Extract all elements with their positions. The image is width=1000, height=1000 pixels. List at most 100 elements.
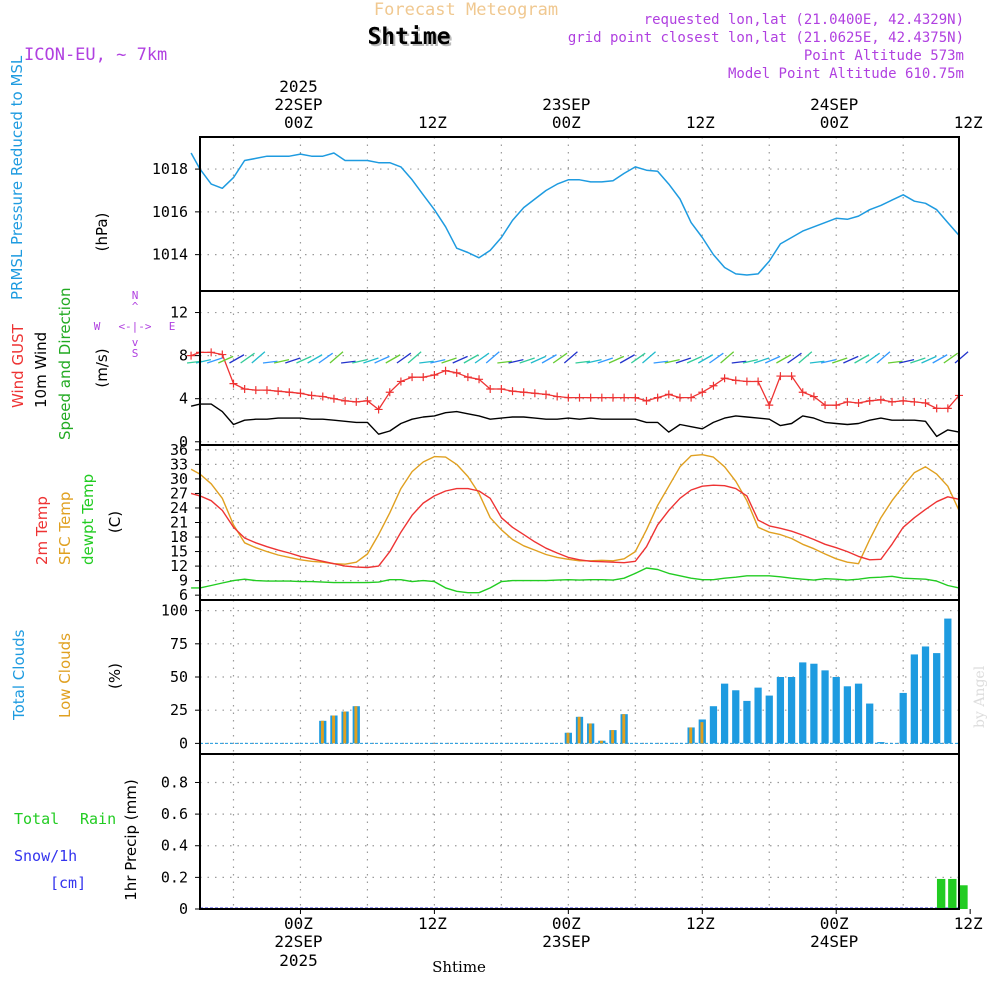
compass-e: E [169,320,176,333]
sfc-temp-line [190,454,960,565]
svg-text:v: v [132,336,139,349]
gust-marker [597,393,606,402]
top-hour-label: 12Z [954,113,983,132]
compass-icon: N S W E <-|-> ^ v [94,289,176,360]
wind-dir-arrow [608,355,625,364]
wind-dir-arrow [385,354,401,364]
wind-dir-arrow [563,351,578,364]
gust-marker [653,393,662,402]
bottom-hour-label: 00Z [284,914,313,933]
wind-dir-arrow [452,355,468,364]
panel-frame-2 [199,290,960,446]
low-cloud-bar [320,720,324,744]
gust-marker [187,351,196,360]
pressure-unit: (hPa) [93,213,111,252]
gust-marker [675,393,684,402]
wind-dir-arrow [430,359,446,364]
wind-dir-arrow [887,360,903,364]
wind-dir-arrow [485,351,500,364]
gust-marker [709,381,718,390]
gust-marker [664,390,673,399]
wind-dir-arrow [329,351,344,364]
total-cloud-bar [832,677,840,744]
ytick-label: 9 [179,572,188,590]
gust-marker [475,375,484,384]
gust-marker [207,348,216,357]
rain-bar [959,885,968,909]
gust-marker [519,388,528,397]
ytick-label: 8 [179,347,188,365]
temp-unit: (C) [106,511,124,533]
compass-n: N [132,289,139,302]
gust-marker [218,350,227,359]
panel5-labels: Total Rain Snow/1h [cm] 1hr Precip (mm) [14,779,140,900]
wind-dir-arrow [865,352,880,364]
gust-marker [620,393,629,402]
total-cloud-bar [854,683,863,744]
ytick-label: 0.8 [161,773,188,791]
total-label: Total [14,810,59,828]
wind-line [190,403,960,438]
bottom-hour-label: 00Z [820,914,849,933]
wind-dir-arrow [731,360,747,364]
compass-s: S [132,347,139,360]
wind-unit: (m/s) [93,348,111,387]
wind-dir-arrow [296,355,312,364]
axis-layer: 1014101610180481269121518212427303336025… [152,77,983,970]
bottom-hour-label: 00Z [552,914,581,933]
wind-dir-arrow [720,351,735,364]
gust-marker [787,372,796,381]
wind-dir-arrow [742,359,758,364]
low-cloud-bar [332,715,336,744]
wind-dir-arrow [910,357,926,364]
gust-marker [341,396,350,405]
total-cloud-bar [765,695,773,744]
wind-dir-arrow [530,355,546,364]
panel1-labels: PRMSL Pressure Reduced to MSL (hPa) [8,55,111,300]
ytick-label: 4 [179,390,188,408]
wind-dir-arrow [776,354,792,364]
wind-dir-arrow [218,355,234,364]
gust-marker [899,396,908,405]
ytick-label: 12 [170,557,188,575]
low-cloud-bar [588,723,592,744]
wind-dir-arrow [497,360,512,364]
ytick-label: 1014 [152,246,188,264]
top-hour-label: 00Z [820,113,849,132]
wind-dir-arrow [419,360,434,364]
svg-text:^: ^ [132,300,139,313]
gust-marker [530,389,539,398]
ytick-label: 75 [170,635,188,653]
gust-marker [542,390,551,399]
gust-marker [865,396,874,405]
wind-dir-arrow [764,355,781,364]
low-cloud-bar [354,706,358,744]
gust-marker [754,377,763,386]
top-hour-label: 12Z [686,113,715,132]
wind-dir-arrow [374,355,390,364]
wind-dir-arrow [586,359,602,364]
wind-dir-arrow [273,359,290,364]
ytick-label: 12 [170,304,188,322]
wind-dir-arrow [352,359,368,364]
wind-dir-arrow [240,352,255,364]
location-title-shadow: Shtime [369,26,452,52]
wind-dir-arrow [664,359,680,364]
wind-dir-arrow [407,351,422,364]
gust-marker [430,371,439,379]
rain-bar [948,878,957,909]
gust-marker [262,386,271,395]
bottom-date-label: 23SEP [542,932,590,951]
gust-marker [642,396,651,405]
total-cloud-bar [787,677,796,744]
ytick-label: 0.2 [161,868,188,886]
compass-w: W [94,320,101,333]
gridpoint-coords: grid point closest lon,lat (21.0625E, 42… [568,30,964,46]
ytick-label: 30 [170,470,188,488]
top-date-label: 24SEP [810,95,858,114]
gust-marker [329,394,338,403]
wind-dir-arrow [463,354,479,364]
wind-dir-arrow [597,357,614,364]
gust-marker [910,397,919,406]
gust-marker [486,385,495,393]
